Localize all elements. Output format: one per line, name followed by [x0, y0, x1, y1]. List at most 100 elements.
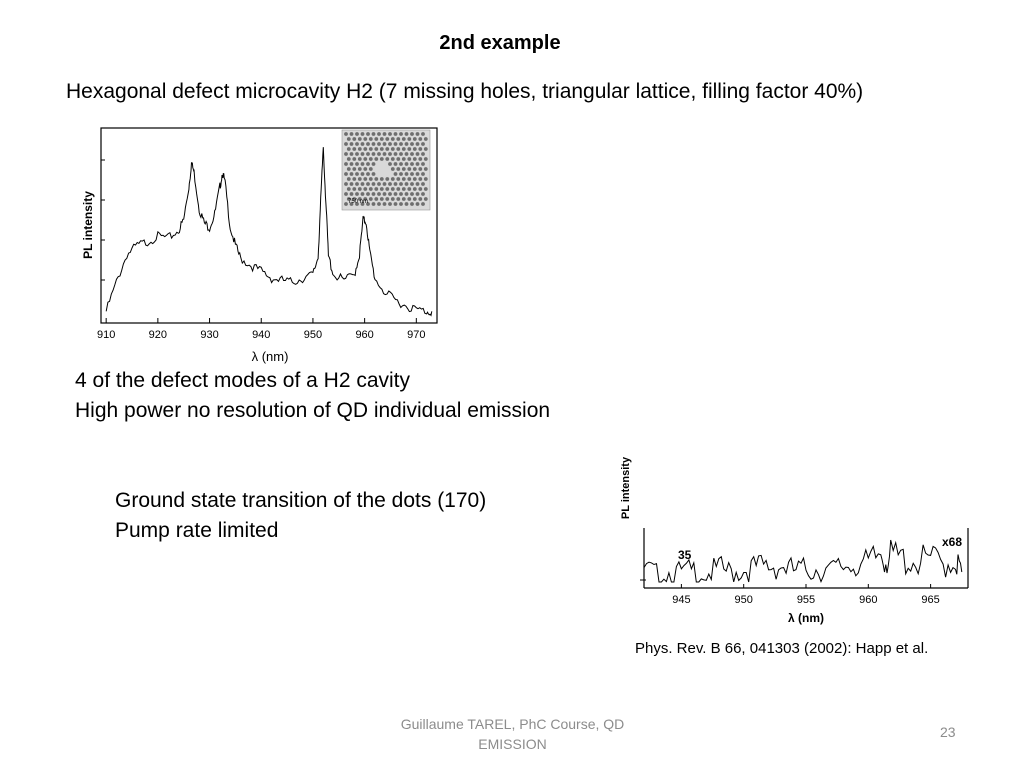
- lattice-hole: [382, 132, 387, 136]
- lattice-hole: [355, 192, 359, 196]
- lattice-hole: [421, 202, 425, 206]
- slide-footer: Guillaume TAREL, PhC Course, QD EMISSION: [400, 716, 625, 752]
- chart2-x-axis-label: λ (nm): [788, 611, 824, 625]
- lattice-hole: [412, 147, 417, 151]
- lattice-hole: [401, 137, 406, 141]
- lattice-hole: [385, 137, 390, 141]
- lattice-hole: [421, 152, 425, 156]
- bullet-pump-rate: Pump rate limited: [115, 519, 279, 542]
- lattice-hole: [357, 147, 362, 151]
- lattice-hole: [344, 162, 348, 166]
- lattice-hole: [412, 177, 417, 181]
- lattice-hole: [366, 172, 370, 176]
- lattice-hole: [360, 192, 365, 196]
- lattice-hole: [382, 182, 387, 186]
- lattice-hole: [355, 142, 359, 146]
- lattice-hole: [415, 142, 420, 146]
- lattice-hole: [415, 202, 420, 206]
- lattice-hole: [366, 192, 370, 196]
- lattice-hole: [349, 152, 354, 156]
- chart2-x-tick-label: 945: [672, 594, 690, 606]
- lattice-hole: [421, 162, 425, 166]
- chart2-x-tick-label: 965: [921, 594, 939, 606]
- lattice-hole: [390, 137, 395, 141]
- lattice-hole: [377, 142, 381, 146]
- lattice-hole: [418, 157, 423, 161]
- lattice-hole: [379, 187, 384, 191]
- lattice-hole: [421, 182, 425, 186]
- lattice-hole: [388, 202, 392, 206]
- lattice-hole: [379, 147, 384, 151]
- lattice-hole: [407, 177, 412, 181]
- lattice-hole: [357, 187, 362, 191]
- chart1-x-tick-label: 930: [200, 329, 218, 341]
- lattice-hole: [366, 202, 370, 206]
- lattice-hole: [368, 197, 373, 201]
- lattice-hole: [415, 172, 420, 176]
- lattice-hole: [421, 132, 425, 136]
- lattice-hole: [344, 192, 348, 196]
- lattice-hole: [385, 187, 390, 191]
- lattice-hole: [366, 162, 370, 166]
- lattice-hole: [390, 167, 395, 171]
- lattice-hole: [410, 132, 414, 136]
- lattice-hole: [388, 162, 392, 166]
- chart1-x-tick-label: 940: [252, 329, 270, 341]
- lattice-hole: [404, 192, 409, 196]
- lattice-hole: [352, 197, 357, 201]
- pl-spectrum-chart: 750 nm 910 920 930 940 950 960 970 λ (nm) PL i…: [81, 127, 438, 364]
- slide-title: 2nd example: [439, 32, 561, 54]
- lattice-hole: [393, 182, 398, 186]
- lattice-hole: [355, 182, 359, 186]
- lattice-hole: [410, 192, 414, 196]
- lattice-hole: [371, 132, 376, 136]
- lattice-hole: [393, 152, 398, 156]
- lattice-hole: [379, 177, 384, 181]
- lattice-hole: [385, 147, 390, 151]
- chart2-annotation-35: 35: [678, 548, 692, 562]
- chart2-x-tick-label: 950: [735, 594, 753, 606]
- lattice-hole: [412, 187, 417, 191]
- lattice-hole: [360, 172, 365, 176]
- lattice-hole: [349, 162, 354, 166]
- lattice-hole: [410, 142, 414, 146]
- lattice-hole: [399, 162, 403, 166]
- lattice-hole: [401, 157, 406, 161]
- lattice-hole: [346, 157, 351, 161]
- bullet-ground-state: Ground state transition of the dots (170…: [115, 489, 487, 512]
- chart1-x-tick-label: 960: [355, 329, 373, 341]
- lattice-hole: [388, 132, 392, 136]
- lattice-hole: [388, 192, 392, 196]
- lattice-hole: [371, 142, 376, 146]
- lattice-hole: [366, 132, 370, 136]
- lattice-hole: [421, 172, 425, 176]
- lattice-hole: [382, 192, 387, 196]
- lattice-hole: [410, 162, 414, 166]
- lattice-hole: [401, 167, 406, 171]
- chart2-annotation-x68: x68: [942, 535, 962, 549]
- lattice-hole: [349, 172, 354, 176]
- lattice-hole: [357, 167, 362, 171]
- lattice-hole: [357, 137, 362, 141]
- lattice-hole: [363, 187, 368, 191]
- lattice-hole: [360, 182, 365, 186]
- lattice-hole: [344, 142, 348, 146]
- lattice-hole: [393, 172, 398, 176]
- lattice-hole: [363, 197, 368, 201]
- lattice-hole: [344, 132, 348, 136]
- lattice-hole: [412, 197, 417, 201]
- lattice-hole: [360, 202, 365, 206]
- lattice-hole: [352, 177, 357, 181]
- lattice-hole: [407, 147, 412, 151]
- lattice-hole: [352, 137, 357, 141]
- lattice-hole: [401, 147, 406, 151]
- photonic-crystal-inset-image: [341, 129, 431, 211]
- lattice-hole: [377, 152, 381, 156]
- lattice-hole: [363, 137, 368, 141]
- lattice-hole: [368, 167, 373, 171]
- lattice-hole: [418, 187, 423, 191]
- lattice-hole: [349, 142, 354, 146]
- lattice-hole: [346, 137, 351, 141]
- page-number: 23: [940, 724, 956, 740]
- lattice-hole: [349, 132, 354, 136]
